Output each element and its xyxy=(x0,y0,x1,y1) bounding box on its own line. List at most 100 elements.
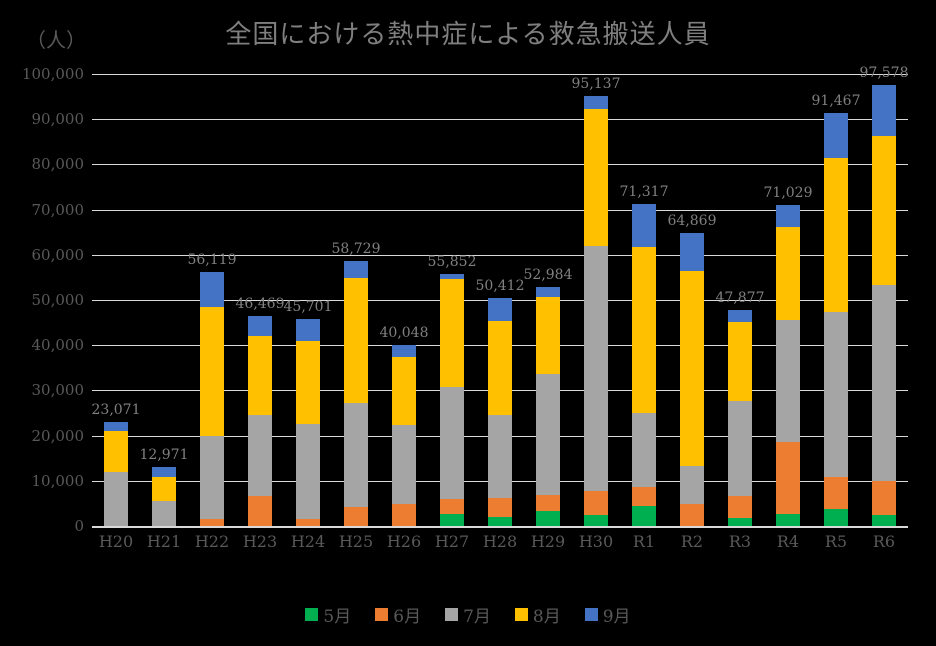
bar-segment-7月[interactable] xyxy=(200,435,224,520)
bar-segment-5月[interactable] xyxy=(536,510,560,526)
bar-segment-6月[interactable] xyxy=(872,480,896,516)
bar-segment-5月[interactable] xyxy=(488,517,512,526)
bar-stack[interactable] xyxy=(200,272,224,526)
bar-segment-8月[interactable] xyxy=(344,278,368,403)
bar-segment-7月[interactable] xyxy=(392,424,416,505)
bar-segment-6月[interactable] xyxy=(488,498,512,518)
bar-segment-5月[interactable] xyxy=(584,515,608,526)
bar-segment-9月[interactable] xyxy=(104,421,128,432)
bar-segment-8月[interactable] xyxy=(392,356,416,425)
bar-segment-9月[interactable] xyxy=(584,96,608,109)
bar-stack[interactable] xyxy=(536,286,560,526)
bar-segment-6月[interactable] xyxy=(632,487,656,506)
bar-segment-9月[interactable] xyxy=(728,309,752,322)
bar-stack[interactable] xyxy=(296,319,320,526)
legend-item-6月[interactable]: 6月 xyxy=(375,602,421,627)
bar-segment-9月[interactable] xyxy=(248,315,272,336)
bar-stack[interactable] xyxy=(104,421,128,526)
bar-segment-9月[interactable] xyxy=(392,345,416,357)
legend-item-5月[interactable]: 5月 xyxy=(305,602,351,627)
bar-group[interactable] xyxy=(200,74,224,526)
bar-segment-9月[interactable] xyxy=(824,112,848,158)
bar-segment-7月[interactable] xyxy=(728,400,752,496)
bar-stack[interactable] xyxy=(872,84,896,526)
bar-stack[interactable] xyxy=(392,345,416,526)
bar-stack[interactable] xyxy=(584,96,608,526)
bar-group[interactable] xyxy=(776,74,800,526)
bar-group[interactable] xyxy=(104,74,128,526)
bar-stack[interactable] xyxy=(248,315,272,526)
bar-group[interactable] xyxy=(632,74,656,526)
bar-group[interactable] xyxy=(248,74,272,526)
bar-group[interactable] xyxy=(728,74,752,526)
bar-segment-7月[interactable] xyxy=(488,414,512,499)
bar-segment-7月[interactable] xyxy=(248,414,272,497)
bar-segment-8月[interactable] xyxy=(104,431,128,472)
legend-item-8月[interactable]: 8月 xyxy=(514,602,561,627)
bar-stack[interactable] xyxy=(824,112,848,526)
bar-segment-6月[interactable] xyxy=(776,441,800,514)
bar-segment-9月[interactable] xyxy=(200,272,224,307)
bar-segment-5月[interactable] xyxy=(824,509,848,526)
bar-segment-8月[interactable] xyxy=(296,340,320,425)
bar-segment-5月[interactable] xyxy=(440,513,464,526)
bar-stack[interactable] xyxy=(440,273,464,526)
bar-segment-6月[interactable] xyxy=(680,503,704,526)
bar-segment-6月[interactable] xyxy=(344,506,368,526)
bar-group[interactable] xyxy=(872,74,896,526)
bar-segment-6月[interactable] xyxy=(440,499,464,514)
bar-stack[interactable] xyxy=(632,203,656,526)
bar-segment-8月[interactable] xyxy=(680,271,704,466)
bar-segment-7月[interactable] xyxy=(344,402,368,507)
bar-segment-8月[interactable] xyxy=(200,306,224,436)
bar-group[interactable] xyxy=(344,74,368,526)
bar-segment-6月[interactable] xyxy=(248,496,272,526)
bar-segment-6月[interactable] xyxy=(824,476,848,510)
bar-segment-9月[interactable] xyxy=(440,273,464,280)
bar-segment-8月[interactable] xyxy=(248,335,272,415)
bar-segment-7月[interactable] xyxy=(440,387,464,500)
bar-segment-9月[interactable] xyxy=(152,467,176,477)
bar-segment-5月[interactable] xyxy=(632,505,656,526)
bar-segment-9月[interactable] xyxy=(296,319,320,341)
bar-segment-9月[interactable] xyxy=(872,84,896,136)
bar-group[interactable] xyxy=(824,74,848,526)
bar-stack[interactable] xyxy=(680,232,704,526)
bar-segment-7月[interactable] xyxy=(584,246,608,492)
bar-segment-9月[interactable] xyxy=(536,286,560,298)
bar-segment-7月[interactable] xyxy=(776,319,800,442)
bar-segment-8月[interactable] xyxy=(152,476,176,502)
bar-segment-8月[interactable] xyxy=(728,321,752,401)
bar-segment-8月[interactable] xyxy=(488,320,512,415)
bar-segment-8月[interactable] xyxy=(584,108,608,247)
bar-segment-6月[interactable] xyxy=(584,491,608,516)
bar-group[interactable] xyxy=(584,74,608,526)
bar-segment-7月[interactable] xyxy=(824,311,848,477)
bar-stack[interactable] xyxy=(488,298,512,526)
legend-item-9月[interactable]: 9月 xyxy=(584,602,631,627)
bar-segment-8月[interactable] xyxy=(824,157,848,312)
bar-segment-8月[interactable] xyxy=(440,279,464,388)
bar-stack[interactable] xyxy=(728,309,752,526)
bar-group[interactable] xyxy=(440,74,464,526)
bar-segment-8月[interactable] xyxy=(632,246,656,413)
bar-segment-7月[interactable] xyxy=(104,471,128,526)
bar-segment-6月[interactable] xyxy=(200,519,224,526)
bar-stack[interactable] xyxy=(344,260,368,526)
bar-segment-9月[interactable] xyxy=(488,298,512,321)
bar-segment-6月[interactable] xyxy=(728,495,752,519)
bar-segment-6月[interactable] xyxy=(392,504,416,526)
legend-item-7月[interactable]: 7月 xyxy=(445,602,491,627)
bar-segment-6月[interactable] xyxy=(296,519,320,526)
bar-segment-8月[interactable] xyxy=(536,297,560,375)
bar-segment-8月[interactable] xyxy=(872,135,896,285)
bar-segment-5月[interactable] xyxy=(728,518,752,526)
bar-segment-5月[interactable] xyxy=(872,515,896,526)
bar-group[interactable] xyxy=(152,74,176,526)
bar-segment-9月[interactable] xyxy=(344,260,368,279)
bar-stack[interactable] xyxy=(776,204,800,526)
bar-segment-5月[interactable] xyxy=(776,513,800,526)
bar-segment-7月[interactable] xyxy=(632,412,656,488)
bar-segment-9月[interactable] xyxy=(632,203,656,247)
bar-segment-7月[interactable] xyxy=(152,501,176,526)
